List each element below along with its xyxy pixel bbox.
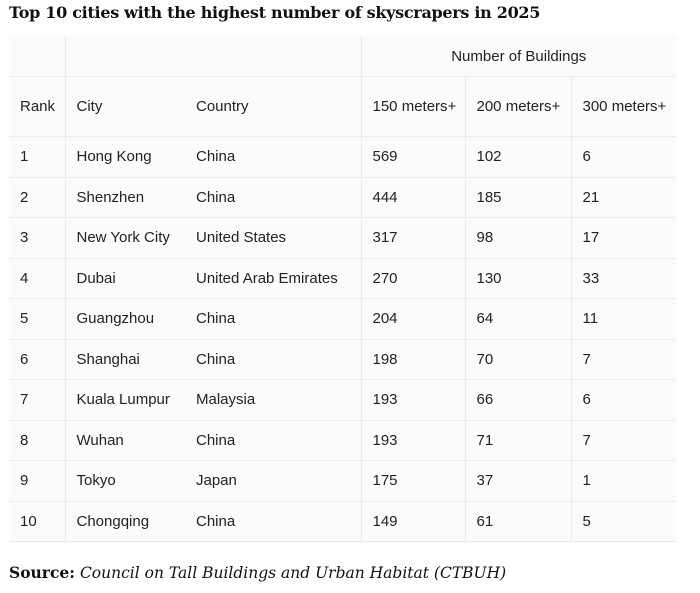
rank-cell: 7	[9, 379, 65, 421]
city-cell: Kuala Lumpur	[64, 379, 185, 421]
source-text: Council on Tall Buildings and Urban Habi…	[79, 564, 507, 582]
m200-cell: 102	[464, 136, 571, 178]
source-note: Source: Council on Tall Buildings and Ur…	[9, 563, 506, 582]
city-cell: New York City	[64, 217, 185, 259]
rank-cell: 3	[9, 217, 65, 259]
m150-cell: 270	[360, 258, 465, 299]
m300-cell: 5	[570, 501, 677, 542]
header-spacer-city-country	[64, 36, 361, 77]
skyscraper-table: Number of Buildings Rank City Country 15…	[9, 36, 677, 542]
m200-cell: 70	[464, 339, 571, 380]
m150-cell: 444	[360, 177, 465, 218]
m200-header: 200 meters+	[464, 76, 571, 137]
rank-cell: 10	[9, 501, 65, 542]
m200-cell: 130	[464, 258, 571, 299]
city-cell: Guangzhou	[64, 298, 185, 340]
city-header: City	[64, 76, 185, 137]
country-cell: United Arab Emirates	[185, 258, 361, 299]
table-row: 4 Dubai United Arab Emirates 270 130 33	[9, 258, 677, 299]
m200-cell: 98	[464, 217, 571, 259]
country-cell: China	[185, 339, 361, 380]
country-cell: China	[185, 501, 361, 542]
m200-cell: 37	[464, 460, 571, 502]
number-of-buildings-header: Number of Buildings	[360, 36, 677, 77]
rank-cell: 1	[9, 136, 65, 178]
country-cell: China	[185, 298, 361, 340]
m150-cell: 204	[360, 298, 465, 340]
m300-header: 300 meters+	[570, 76, 677, 137]
m150-cell: 149	[360, 501, 465, 542]
city-cell: Tokyo	[64, 460, 185, 502]
city-cell: Hong Kong	[64, 136, 185, 178]
city-cell: Chongqing	[64, 501, 185, 542]
m300-cell: 7	[570, 420, 677, 461]
m200-cell: 71	[464, 420, 571, 461]
m200-cell: 61	[464, 501, 571, 542]
m300-cell: 6	[570, 136, 677, 178]
country-cell: United States	[185, 217, 361, 259]
m300-cell: 1	[570, 460, 677, 502]
city-cell: Wuhan	[64, 420, 185, 461]
table-row: 9 Tokyo Japan 175 37 1	[9, 460, 677, 502]
m300-cell: 17	[570, 217, 677, 259]
table-row: 6 Shanghai China 198 70 7	[9, 339, 677, 380]
m150-cell: 175	[360, 460, 465, 502]
m150-cell: 193	[360, 420, 465, 461]
m300-cell: 11	[570, 298, 677, 340]
m300-cell: 21	[570, 177, 677, 218]
rank-cell: 9	[9, 460, 65, 502]
table-row: 7 Kuala Lumpur Malaysia 193 66 6	[9, 379, 677, 421]
m150-cell: 193	[360, 379, 465, 421]
country-cell: Malaysia	[185, 379, 361, 421]
country-cell: China	[185, 136, 361, 178]
m300-cell: 6	[570, 379, 677, 421]
table-row: 8 Wuhan China 193 71 7	[9, 420, 677, 461]
table-row: 10 Chongqing China 149 61 5	[9, 501, 677, 542]
skyscraper-table-container: Number of Buildings Rank City Country 15…	[9, 36, 677, 542]
rank-cell: 4	[9, 258, 65, 299]
rank-cell: 8	[9, 420, 65, 461]
table-row: 1 Hong Kong China 569 102 6	[9, 136, 677, 178]
city-cell: Shanghai	[64, 339, 185, 380]
m200-cell: 185	[464, 177, 571, 218]
city-cell: Dubai	[64, 258, 185, 299]
m150-cell: 198	[360, 339, 465, 380]
country-cell: China	[185, 177, 361, 218]
table-row: 5 Guangzhou China 204 64 11	[9, 298, 677, 340]
m300-cell: 33	[570, 258, 677, 299]
table-row: 3 New York City United States 317 98 17	[9, 217, 677, 259]
country-header: Country	[185, 76, 361, 137]
m200-cell: 66	[464, 379, 571, 421]
country-cell: China	[185, 420, 361, 461]
rank-cell: 6	[9, 339, 65, 380]
chart-title: Top 10 cities with the highest number of…	[9, 3, 541, 22]
table-body: 1 Hong Kong China 569 102 6 2 Shenzhen China 444 1…	[9, 136, 677, 542]
m150-cell: 569	[360, 136, 465, 178]
m200-cell: 64	[464, 298, 571, 340]
header-spacer-rank	[9, 36, 65, 77]
table-row: 2 Shenzhen China 444 185 21	[9, 177, 677, 218]
country-cell: Japan	[185, 460, 361, 502]
source-label: Source:	[9, 563, 75, 582]
m300-cell: 7	[570, 339, 677, 380]
column-header-row: Rank City Country 150 meters+ 200 meters…	[9, 76, 677, 137]
group-header-row: Number of Buildings	[9, 36, 677, 77]
city-cell: Shenzhen	[64, 177, 185, 218]
rank-cell: 2	[9, 177, 65, 218]
m150-header: 150 meters+	[360, 76, 465, 137]
m150-cell: 317	[360, 217, 465, 259]
rank-cell: 5	[9, 298, 65, 340]
rank-header: Rank	[9, 76, 65, 137]
